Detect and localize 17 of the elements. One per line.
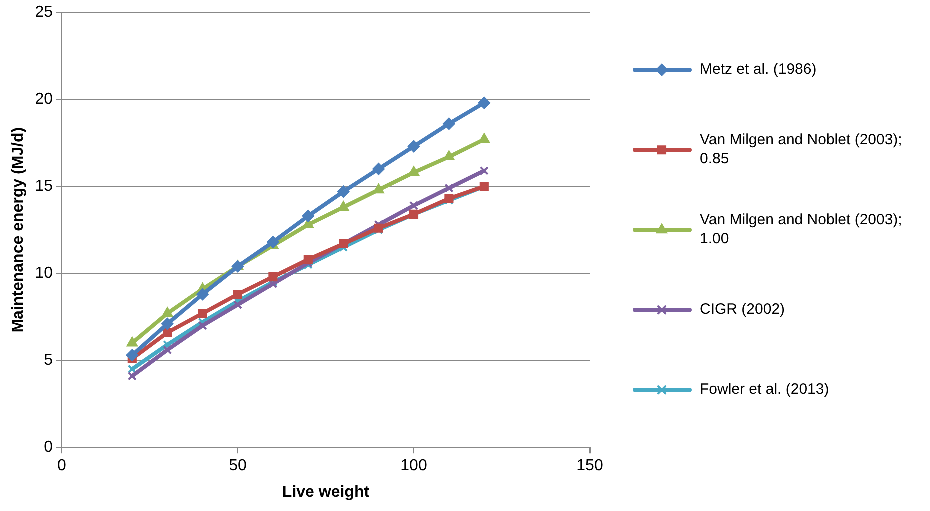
y-tick-label: 25: [35, 4, 54, 22]
legend-label: Metz et al. (1986): [700, 61, 817, 78]
x-tick-label: 50: [229, 458, 247, 475]
legend-label: Van Milgen and Noblet (2003); 1.00: [700, 212, 902, 248]
y-tick-label: 20: [35, 91, 54, 108]
x-tick-label: 100: [400, 458, 428, 475]
y-tick-label: 10: [35, 265, 54, 282]
x-tick-label: 150: [576, 458, 604, 475]
x-axis-title: Live weight: [282, 484, 370, 501]
legend-label: Van Milgen and Noblet (2003); 0.85: [700, 132, 902, 168]
x-tick-label: 0: [58, 458, 67, 475]
y-axis-title: Maintenance energy (MJ/d): [10, 127, 28, 333]
legend-label: Fowler et al. (2013): [700, 381, 830, 398]
y-tick-label: 15: [35, 178, 54, 196]
y-tick-label: 0: [44, 439, 54, 456]
legend-label: CIGR (2002): [700, 301, 786, 318]
y-tick-label: 5: [44, 352, 54, 370]
